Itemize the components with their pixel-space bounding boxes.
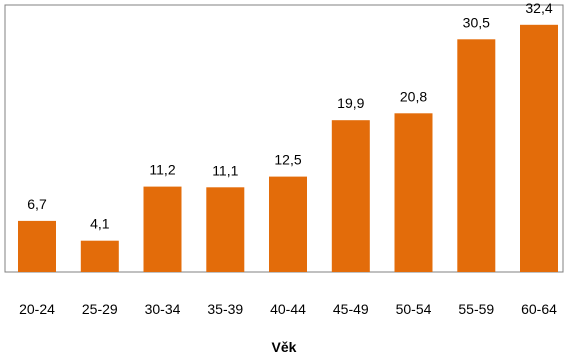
x-tick-label-20-24: 20-24 xyxy=(19,301,55,317)
bars-layer xyxy=(18,24,558,272)
x-tick-labels: 20-24 25-29 30-34 35-39 40-44 45-49 50-54 55-59… xyxy=(19,301,557,317)
data-label-25-29: 4,1 xyxy=(90,216,110,232)
bar-60-64 xyxy=(520,24,558,272)
bar-30-34 xyxy=(143,186,182,272)
bar-35-39 xyxy=(206,187,245,272)
x-tick-label-40-44: 40-44 xyxy=(270,301,306,317)
x-tick-label-30-34: 30-34 xyxy=(145,301,181,317)
x-tick-label-50-54: 50-54 xyxy=(396,301,432,317)
data-labels-layer: 6,7 4,1 11,2 11,1 12,5 19,9 20,8 30,5 32,4 xyxy=(27,0,553,232)
data-label-40-44: 12,5 xyxy=(274,152,301,168)
data-label-55-59: 30,5 xyxy=(463,14,490,30)
bar-40-44 xyxy=(269,176,307,272)
bar-55-59 xyxy=(457,39,496,272)
x-tick-label-35-39: 35-39 xyxy=(207,301,243,317)
data-label-35-39: 11,1 xyxy=(212,162,238,178)
x-tick-label-45-49: 45-49 xyxy=(333,301,369,317)
data-label-50-54: 20,8 xyxy=(400,88,427,104)
bar-50-54 xyxy=(394,113,433,272)
x-axis-title: Věk xyxy=(272,339,297,355)
x-tick-label-55-59: 55-59 xyxy=(458,301,494,317)
data-label-45-49: 19,9 xyxy=(337,95,364,111)
data-label-20-24: 6,7 xyxy=(27,196,47,212)
bar-25-29 xyxy=(80,240,119,272)
bar-45-49 xyxy=(331,120,370,272)
data-label-60-64: 32,4 xyxy=(525,0,552,16)
x-tick-label-60-64: 60-64 xyxy=(521,301,557,317)
x-tick-label-25-29: 25-29 xyxy=(82,301,118,317)
bar-20-24 xyxy=(18,220,56,272)
data-label-30-34: 11,2 xyxy=(149,162,175,178)
